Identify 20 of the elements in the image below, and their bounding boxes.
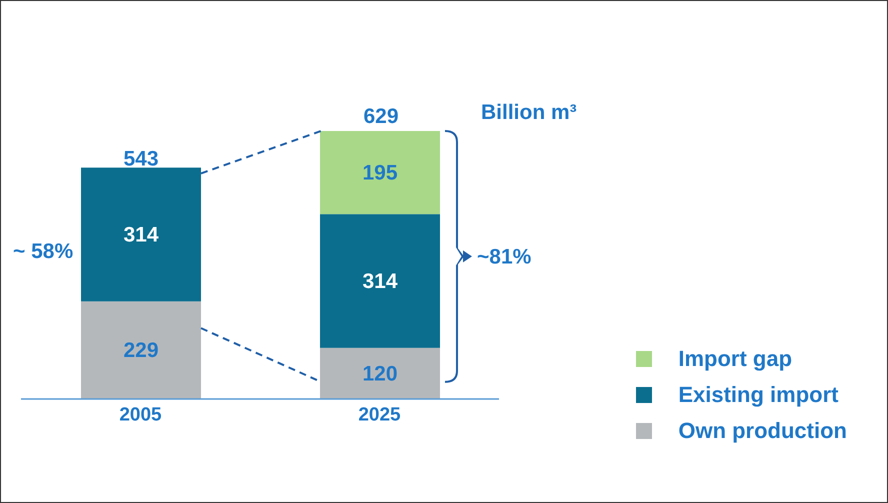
x-tick-label: 2005 [119, 404, 162, 426]
data-label: 314 [123, 224, 159, 247]
bar [81, 168, 201, 302]
bar [320, 214, 440, 348]
total-label: 629 [363, 105, 399, 128]
legend-label: Import gap [678, 346, 792, 372]
data-label: 314 [362, 270, 398, 293]
bar [81, 301, 201, 399]
data-label: 120 [362, 362, 398, 386]
x-tick-label: 2025 [358, 404, 402, 426]
bar [320, 348, 440, 399]
text: Billion m³ [481, 101, 577, 124]
annotation: ~81% [477, 245, 532, 268]
legend-label: Own production [678, 418, 847, 444]
data-label: 229 [123, 339, 159, 362]
annotation: ~ 58% [13, 240, 74, 263]
data-label: 195 [362, 162, 398, 185]
total-label: 543 [123, 147, 159, 170]
legend-label: Existing import [678, 382, 838, 408]
bar [320, 131, 440, 214]
